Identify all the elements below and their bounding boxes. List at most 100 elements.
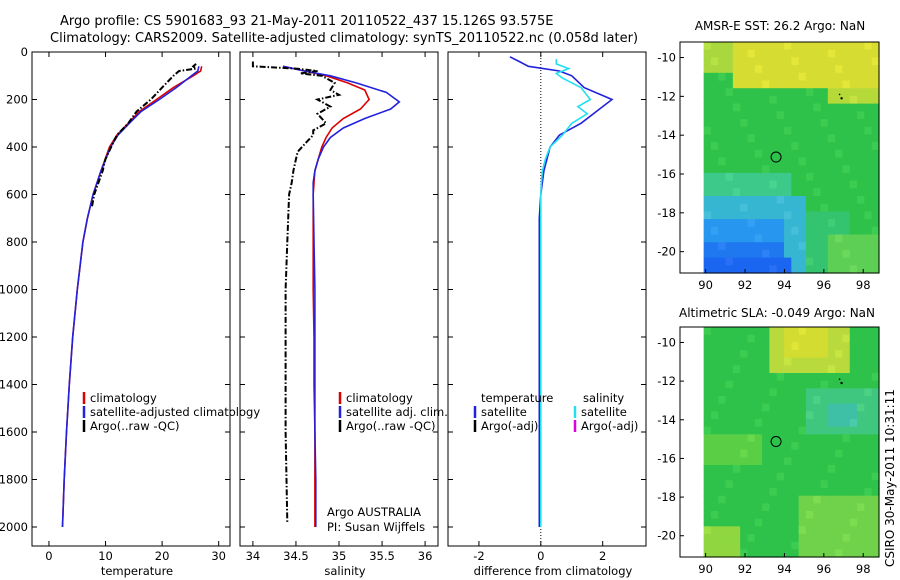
map-cell bbox=[798, 95, 807, 105]
map-cell bbox=[857, 534, 865, 543]
map-cell bbox=[725, 327, 734, 336]
map-cell bbox=[849, 42, 858, 51]
map-cell bbox=[842, 541, 851, 550]
map-x-tick-label: 90 bbox=[698, 278, 713, 292]
map-cell bbox=[740, 480, 749, 489]
map-cell bbox=[740, 65, 749, 74]
map-cell bbox=[703, 265, 712, 274]
map-cell bbox=[849, 480, 858, 489]
map-cell bbox=[798, 541, 807, 550]
map-cell bbox=[791, 149, 800, 159]
map-cell bbox=[871, 249, 880, 259]
map-cell bbox=[732, 334, 741, 343]
map-cell bbox=[754, 188, 763, 197]
map-cell bbox=[805, 103, 814, 112]
map-cell bbox=[769, 373, 778, 382]
map-cell bbox=[718, 403, 727, 412]
map-cell bbox=[871, 541, 880, 550]
map-cell bbox=[732, 511, 741, 520]
map-cell bbox=[864, 203, 873, 212]
map-cell bbox=[703, 534, 712, 543]
map-cell bbox=[762, 65, 771, 74]
map-cell bbox=[871, 488, 880, 497]
map-cell bbox=[762, 180, 771, 189]
map-cell bbox=[725, 503, 734, 512]
map-cell bbox=[871, 226, 880, 236]
map-cell bbox=[747, 518, 756, 527]
map-cell bbox=[857, 442, 865, 451]
map-cell bbox=[827, 327, 836, 336]
map-cell bbox=[857, 457, 865, 466]
map-cell bbox=[864, 342, 873, 351]
map-cell bbox=[820, 534, 829, 543]
map-cell bbox=[791, 396, 800, 405]
map-cell bbox=[820, 503, 829, 512]
map-cell bbox=[813, 111, 822, 120]
map-cell bbox=[776, 426, 785, 435]
map-cell bbox=[762, 42, 771, 51]
map-cell bbox=[835, 426, 844, 435]
map-cell bbox=[784, 203, 792, 212]
map-cell bbox=[762, 265, 771, 274]
map-cell bbox=[732, 219, 741, 228]
map-cell bbox=[784, 327, 792, 336]
map-cell bbox=[820, 350, 829, 359]
map-cell bbox=[725, 88, 734, 97]
map-cell bbox=[835, 88, 844, 97]
map-cell bbox=[871, 442, 880, 451]
map-cell bbox=[754, 157, 763, 166]
map-cell bbox=[740, 42, 749, 51]
map-cell bbox=[784, 88, 792, 97]
map-cell bbox=[827, 103, 836, 112]
map-cell bbox=[718, 65, 727, 74]
map-cell bbox=[740, 80, 749, 89]
map-x-tick-label: 96 bbox=[817, 278, 832, 292]
map-cell bbox=[732, 203, 741, 212]
map-cell bbox=[813, 373, 822, 382]
map-cell bbox=[842, 334, 851, 343]
map-cell bbox=[732, 157, 741, 166]
map-cell bbox=[813, 495, 822, 504]
map-cell bbox=[835, 119, 844, 128]
map-cell bbox=[813, 49, 822, 58]
map-cell bbox=[871, 211, 880, 220]
temperature-xlabel: temperature bbox=[101, 564, 173, 578]
map-cell bbox=[798, 134, 807, 143]
map-cell bbox=[864, 511, 873, 520]
map-cell bbox=[725, 419, 734, 428]
map-cell bbox=[798, 411, 807, 420]
map-cell bbox=[747, 388, 756, 397]
map-cell bbox=[776, 196, 785, 205]
map-cell bbox=[769, 449, 778, 458]
map-cell bbox=[732, 126, 741, 135]
map-cell bbox=[784, 488, 792, 497]
map-cell bbox=[798, 495, 807, 504]
map-cell bbox=[827, 234, 836, 243]
map-cell bbox=[725, 203, 734, 212]
map-cell bbox=[776, 503, 785, 512]
map-cell bbox=[842, 411, 851, 420]
map-cell bbox=[732, 549, 741, 558]
map-cell bbox=[791, 65, 800, 74]
map-cell bbox=[710, 495, 719, 504]
map-cell bbox=[762, 103, 771, 112]
map-cell bbox=[871, 219, 880, 228]
map-cell bbox=[835, 95, 844, 105]
map-cell bbox=[732, 57, 741, 66]
map-cell bbox=[732, 534, 741, 543]
map-cell bbox=[747, 365, 756, 374]
map-cell bbox=[849, 203, 858, 212]
map-cell bbox=[725, 549, 734, 558]
map-cell bbox=[842, 157, 851, 166]
map-cell bbox=[842, 211, 851, 220]
map-cell bbox=[769, 95, 778, 105]
map-cell bbox=[791, 257, 800, 266]
map-cell bbox=[864, 242, 873, 251]
map-cell bbox=[871, 380, 880, 389]
map-cell bbox=[805, 472, 814, 481]
map-cell bbox=[805, 142, 814, 151]
map-cell bbox=[871, 465, 880, 474]
map-cell bbox=[871, 503, 880, 512]
map-cell bbox=[710, 188, 719, 197]
